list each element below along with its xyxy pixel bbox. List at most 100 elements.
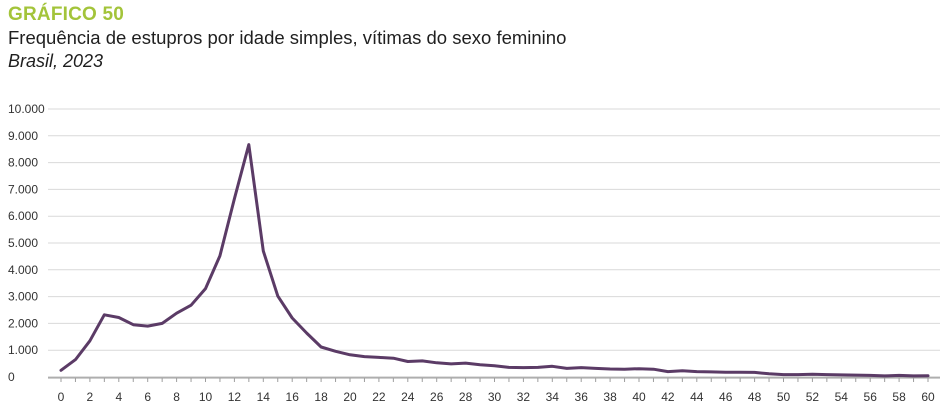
x-tick-label: 58 — [892, 390, 906, 404]
y-tick-label: 2.000 — [8, 316, 38, 330]
data-point — [493, 364, 496, 367]
data-point — [782, 373, 785, 376]
data-point — [507, 366, 510, 369]
data-point — [161, 322, 164, 325]
x-tick-label: 16 — [286, 390, 300, 404]
data-point — [695, 370, 698, 373]
data-point — [739, 371, 742, 374]
y-tick-label: 7.000 — [8, 182, 38, 196]
y-tick-label: 6.000 — [8, 209, 38, 223]
x-tick-label: 22 — [372, 390, 386, 404]
x-tick-label: 28 — [459, 390, 473, 404]
data-point — [724, 371, 727, 374]
data-point — [175, 312, 178, 315]
data-point — [450, 362, 453, 365]
data-point — [435, 361, 438, 364]
data-point — [334, 350, 337, 353]
data-point — [565, 367, 568, 370]
y-tick-label: 5.000 — [8, 236, 38, 250]
data-point — [869, 374, 872, 377]
y-axis: 0 1.000 2.000 3.000 4.000 5.000 6.000 7.000 8.00… — [8, 102, 45, 384]
data-point — [363, 355, 366, 358]
data-point — [927, 374, 930, 377]
data-point — [666, 370, 669, 373]
x-tick-label: 4 — [115, 390, 122, 404]
y-tick-label: 9.000 — [8, 129, 38, 143]
data-point — [190, 304, 193, 307]
x-tick-label: 20 — [343, 390, 357, 404]
series-line — [59, 143, 930, 378]
y-tick-label: 4.000 — [8, 263, 38, 277]
data-point — [710, 370, 713, 373]
data-point — [551, 365, 554, 368]
data-point — [305, 332, 308, 335]
data-point — [609, 367, 612, 370]
data-point — [117, 316, 120, 319]
x-tick-label: 60 — [921, 390, 935, 404]
x-tick-label: 18 — [314, 390, 328, 404]
data-point — [594, 367, 597, 370]
x-tick-label: 24 — [401, 390, 415, 404]
data-point — [883, 374, 886, 377]
x-tick-label: 50 — [777, 390, 791, 404]
data-point — [825, 373, 828, 376]
data-point — [406, 360, 409, 363]
data-point — [652, 368, 655, 371]
data-point — [898, 374, 901, 377]
data-point — [796, 373, 799, 376]
x-tick-label: 52 — [806, 390, 820, 404]
x-tick-label: 40 — [632, 390, 646, 404]
data-point — [421, 359, 424, 362]
data-point — [912, 374, 915, 377]
data-point — [74, 358, 77, 361]
x-tick-label: 44 — [690, 390, 704, 404]
x-tick-label: 26 — [430, 390, 444, 404]
x-tick-label: 12 — [228, 390, 242, 404]
data-point — [233, 197, 236, 200]
data-point — [479, 363, 482, 366]
data-point — [377, 356, 380, 359]
data-point — [262, 250, 265, 253]
data-point — [204, 287, 207, 290]
x-tick-label: 56 — [864, 390, 878, 404]
data-point — [854, 374, 857, 377]
x-tick-label: 30 — [488, 390, 502, 404]
x-tick-label: 32 — [517, 390, 531, 404]
data-point — [768, 372, 771, 375]
data-point — [276, 295, 279, 298]
data-point — [681, 369, 684, 372]
y-tick-label: 0 — [8, 370, 15, 384]
data-point — [247, 143, 250, 146]
data-point — [638, 367, 641, 370]
data-point — [291, 317, 294, 320]
x-tick-label: 8 — [173, 390, 180, 404]
data-point — [320, 345, 323, 348]
x-tick-label: 54 — [835, 390, 849, 404]
x-tick-label: 0 — [58, 390, 65, 404]
data-point — [623, 368, 626, 371]
x-tick-label: 10 — [199, 390, 213, 404]
gridlines — [48, 108, 940, 378]
data-point — [218, 254, 221, 257]
data-point — [88, 339, 91, 342]
data-point — [840, 373, 843, 376]
x-tick-label: 38 — [603, 390, 617, 404]
data-point — [753, 371, 756, 374]
data-point — [811, 373, 814, 376]
chart-header: GRÁFICO 50 Frequência de estupros por id… — [8, 4, 566, 72]
x-tick-label: 46 — [719, 390, 733, 404]
data-point — [580, 366, 583, 369]
data-point — [464, 362, 467, 365]
data-point — [392, 357, 395, 360]
y-tick-label: 3.000 — [8, 290, 38, 304]
x-tick-label: 6 — [144, 390, 151, 404]
x-axis: 0 2 4 6 8 10 12 14 16 18 20 22 24 26 28 30 32 34 36 38 40 42 4… — [48, 377, 940, 404]
data-point — [146, 325, 149, 328]
x-tick-label: 14 — [257, 390, 271, 404]
data-point — [536, 366, 539, 369]
data-point — [349, 353, 352, 356]
x-tick-label: 42 — [661, 390, 675, 404]
x-tick-label: 2 — [87, 390, 94, 404]
chart-number: GRÁFICO 50 — [8, 4, 125, 25]
